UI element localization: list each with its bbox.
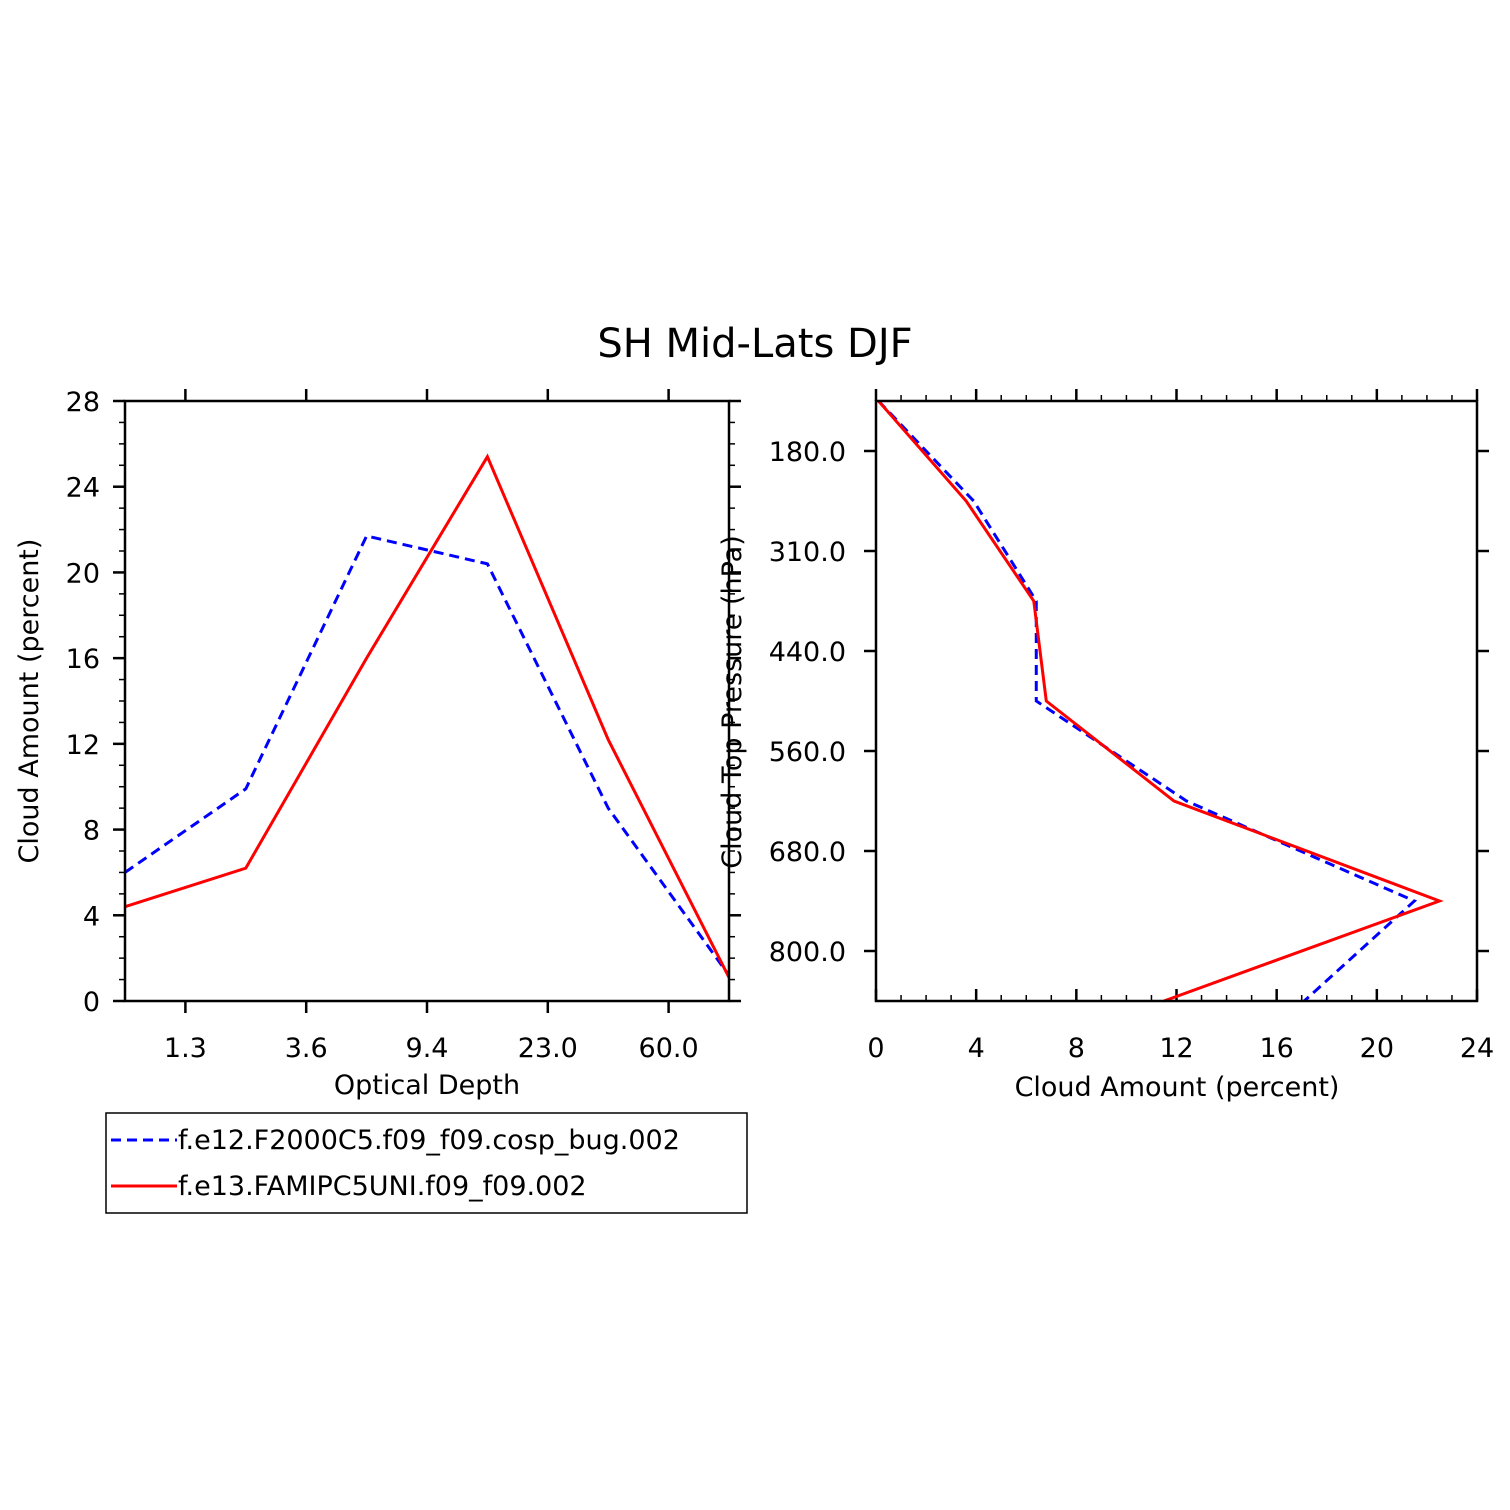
right-y-tick-label: 440.0 <box>769 637 846 668</box>
right-y-tick-label: 800.0 <box>769 937 846 968</box>
figure-title: SH Mid-Lats DJF <box>597 321 912 367</box>
left-y-axis-label: Cloud Amount (percent) <box>14 539 45 864</box>
legend-label-series-2: f.e13.FAMIPC5UNI.f09_f09.002 <box>178 1171 587 1202</box>
left-series-line-2 <box>124 453 731 979</box>
left-x-tick-label: 1.3 <box>164 1033 207 1064</box>
right-y-tick-label: 560.0 <box>769 737 846 768</box>
left-x-tick-label: 9.4 <box>406 1033 449 1064</box>
left-ticks <box>113 389 741 1013</box>
left-x-tick-label: 3.6 <box>285 1033 328 1064</box>
legend-box <box>105 1112 748 1214</box>
right-y-tick-label: 310.0 <box>769 537 846 568</box>
left-y-tick-label: 4 <box>83 901 100 932</box>
left-y-tick-label: 0 <box>83 987 100 1018</box>
right-x-tick-label: 20 <box>1360 1033 1394 1064</box>
right-tick-labels: 0 4 8 12 16 20 24 180.0 310.0 440.0 560.0 680.0 800.… <box>769 437 1494 1064</box>
left-series-line-1 <box>124 534 731 977</box>
right-series-line-2 <box>877 400 1444 1003</box>
right-x-tick-label: 4 <box>968 1033 985 1064</box>
left-plot-frame <box>123 399 731 1003</box>
legend: f.e12.F2000C5.f09_f09.cosp_bug.002 f.e13… <box>105 1112 748 1214</box>
left-tick-labels: 0 4 8 12 16 20 24 28 1.3 3.6 9.4 23.0 60.0 <box>66 387 699 1064</box>
right-x-tick-label: 8 <box>1068 1033 1085 1064</box>
right-y-tick-label: 680.0 <box>769 837 846 868</box>
left-y-tick-label: 20 <box>66 558 100 589</box>
right-plot-frame <box>874 399 1479 1003</box>
legend-label-series-1: f.e12.F2000C5.f09_f09.cosp_bug.002 <box>178 1125 680 1156</box>
right-y-axis-label: Cloud Top Pressure (hPa) <box>717 535 748 869</box>
right-x-tick-label: 24 <box>1460 1033 1494 1064</box>
left-x-axis-label: Optical Depth <box>334 1070 520 1101</box>
left-y-tick-label: 24 <box>66 473 100 504</box>
left-series-group <box>124 453 731 979</box>
left-x-tick-label: 23.0 <box>518 1033 578 1064</box>
right-x-tick-label: 16 <box>1259 1033 1293 1064</box>
left-y-tick-label: 16 <box>66 644 100 675</box>
right-series-line-1 <box>877 399 1418 1003</box>
right-y-tick-label: 180.0 <box>769 437 846 468</box>
right-panel: 0 4 8 12 16 20 24 180.0 310.0 440.0 560.0 680.0 800.… <box>717 389 1494 1103</box>
left-x-tick-label: 60.0 <box>639 1033 699 1064</box>
left-y-tick-label: 12 <box>66 730 100 761</box>
left-panel: 0 4 8 12 16 20 24 28 1.3 3.6 9.4 23.0 60.0 Optical D… <box>14 387 741 1101</box>
right-x-tick-label: 12 <box>1159 1033 1193 1064</box>
right-x-tick-label: 0 <box>867 1033 884 1064</box>
left-y-tick-label: 8 <box>83 816 100 847</box>
right-ticks <box>864 389 1489 1001</box>
right-series-group <box>877 399 1444 1003</box>
right-x-axis-label: Cloud Amount (percent) <box>1015 1072 1340 1103</box>
left-y-tick-label: 28 <box>66 387 100 418</box>
